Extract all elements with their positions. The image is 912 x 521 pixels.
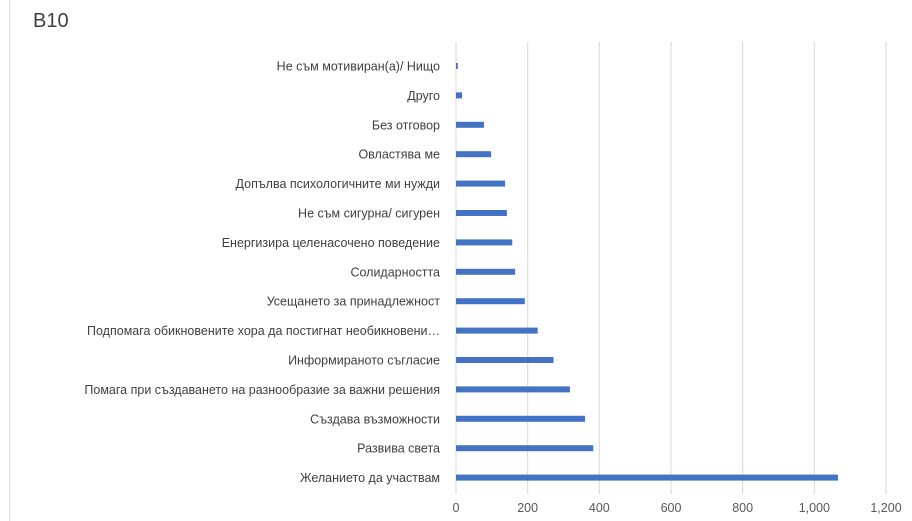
category-label: Енергизира целенасочено поведение [222,236,440,250]
bar [456,151,492,158]
x-tick-label: 800 [732,501,753,515]
bar [456,415,585,422]
category-label: Не съм мотивиран(а)/ Нищо [277,60,440,74]
x-tick-label: 600 [661,501,682,515]
category-label: Усещането за принадлежност [267,295,441,309]
category-label: Без отговор [372,118,440,132]
bar [456,180,506,187]
bar [456,92,463,99]
x-tick-label: 1,200 [870,501,901,515]
category-label: Създава възможности [310,412,440,426]
x-tick-label: 0 [453,501,460,515]
bar [456,386,570,393]
category-label: Развива света [357,442,440,456]
bar [456,474,838,481]
bar [456,63,458,69]
bar [456,327,538,334]
bar [456,210,507,216]
bar [456,239,513,246]
category-label: Овластява ме [358,148,440,162]
category-label: Солидарността [350,265,440,279]
category-label: Подпомага обикновените хора да постигнат… [87,324,440,338]
x-tick-label: 200 [517,501,538,515]
chart-title: B10 [33,10,69,32]
category-label: Не съм сигурна/ сигурен [298,207,440,221]
x-tick-label: 1,000 [799,501,830,515]
chart-frame-edge [9,0,10,521]
category-label: Допълва психологичните ми нужди [236,177,440,191]
bar [456,357,554,363]
category-label: Информираното съгласие [288,354,440,368]
category-label: Желанието да участвам [300,471,440,485]
bar [456,121,484,128]
category-label: Друго [407,89,440,103]
bar [456,268,516,275]
bar [456,445,594,452]
bar [456,298,525,305]
x-tick-label: 400 [589,501,610,515]
category-label: Помага при създаването на разнообразие з… [84,383,440,397]
